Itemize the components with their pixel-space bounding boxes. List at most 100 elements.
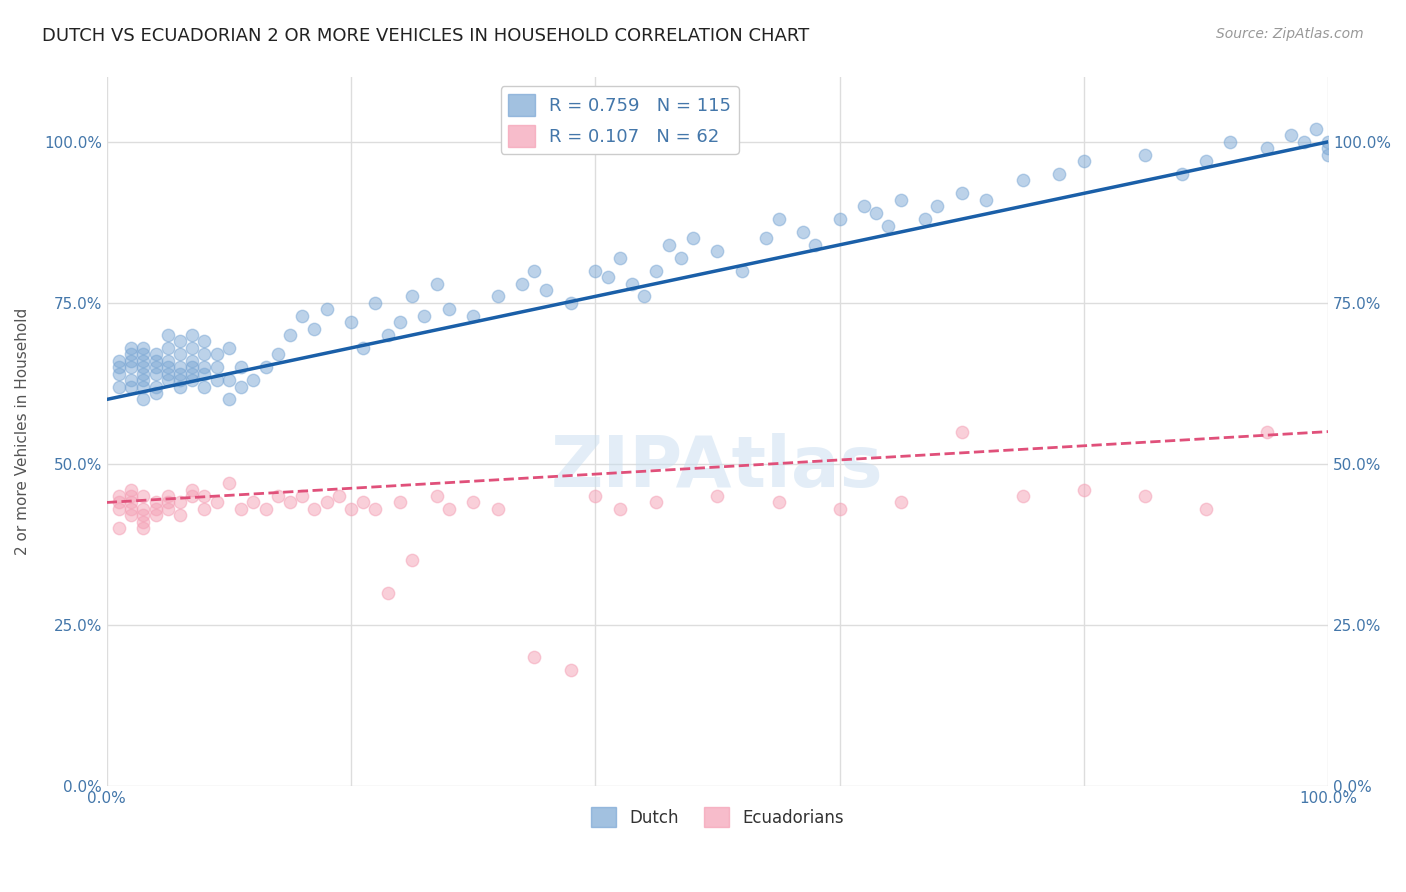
Point [145, 347, 167, 361]
Point [463, 495, 485, 509]
Point [364, 295, 387, 310]
Point [927, 199, 949, 213]
Legend: Dutch, Ecuadorians: Dutch, Ecuadorians [585, 800, 851, 834]
Text: ZIPAtlas: ZIPAtlas [551, 433, 884, 501]
Point [169, 360, 191, 375]
Point [950, 425, 973, 439]
Point [890, 495, 912, 509]
Point [132, 341, 155, 355]
Point [132, 373, 155, 387]
Point [120, 489, 142, 503]
Point [120, 360, 142, 375]
Point [352, 495, 374, 509]
Point [828, 502, 851, 516]
Point [181, 373, 204, 387]
Point [974, 193, 997, 207]
Point [169, 367, 191, 381]
Point [706, 244, 728, 259]
Point [169, 495, 191, 509]
Point [108, 367, 131, 381]
Point [156, 353, 179, 368]
Point [1292, 135, 1315, 149]
Point [120, 483, 142, 497]
Point [669, 251, 692, 265]
Point [181, 489, 204, 503]
Point [169, 373, 191, 387]
Point [1317, 141, 1340, 155]
Point [560, 295, 582, 310]
Point [145, 502, 167, 516]
Point [132, 515, 155, 529]
Point [804, 238, 827, 252]
Point [425, 489, 447, 503]
Point [278, 495, 301, 509]
Point [1133, 147, 1156, 161]
Point [120, 347, 142, 361]
Point [278, 328, 301, 343]
Point [437, 302, 460, 317]
Point [267, 347, 290, 361]
Point [132, 360, 155, 375]
Point [108, 489, 131, 503]
Point [1073, 154, 1095, 169]
Point [169, 334, 191, 349]
Point [169, 508, 191, 523]
Point [340, 315, 363, 329]
Point [156, 495, 179, 509]
Point [1073, 483, 1095, 497]
Point [401, 553, 423, 567]
Point [132, 502, 155, 516]
Point [120, 341, 142, 355]
Point [132, 489, 155, 503]
Point [242, 373, 264, 387]
Point [377, 328, 399, 343]
Point [120, 502, 142, 516]
Point [291, 309, 314, 323]
Point [193, 489, 215, 503]
Point [877, 219, 900, 233]
Point [205, 495, 228, 509]
Point [193, 379, 215, 393]
Point [463, 309, 485, 323]
Point [853, 199, 876, 213]
Point [352, 341, 374, 355]
Point [413, 309, 436, 323]
Point [304, 502, 326, 516]
Point [1170, 167, 1192, 181]
Point [181, 341, 204, 355]
Point [205, 347, 228, 361]
Point [132, 353, 155, 368]
Point [108, 353, 131, 368]
Point [792, 225, 814, 239]
Point [1133, 489, 1156, 503]
Point [156, 373, 179, 387]
Point [609, 251, 631, 265]
Point [218, 341, 240, 355]
Point [181, 328, 204, 343]
Point [229, 379, 252, 393]
Point [583, 489, 606, 503]
Point [523, 263, 546, 277]
Point [755, 231, 778, 245]
Point [218, 392, 240, 407]
Point [229, 360, 252, 375]
Point [401, 289, 423, 303]
Point [108, 360, 131, 375]
Text: DUTCH VS ECUADORIAN 2 OR MORE VEHICLES IN HOUSEHOLD CORRELATION CHART: DUTCH VS ECUADORIAN 2 OR MORE VEHICLES I… [42, 27, 810, 45]
Point [267, 489, 290, 503]
Point [1317, 135, 1340, 149]
Point [218, 373, 240, 387]
Point [388, 495, 411, 509]
Point [145, 379, 167, 393]
Y-axis label: 2 or more Vehicles in Household: 2 or more Vehicles in Household [15, 308, 30, 555]
Point [181, 353, 204, 368]
Point [132, 521, 155, 535]
Point [768, 212, 790, 227]
Point [304, 321, 326, 335]
Point [108, 495, 131, 509]
Point [145, 353, 167, 368]
Point [156, 367, 179, 381]
Point [620, 277, 643, 291]
Point [596, 270, 619, 285]
Point [1011, 489, 1033, 503]
